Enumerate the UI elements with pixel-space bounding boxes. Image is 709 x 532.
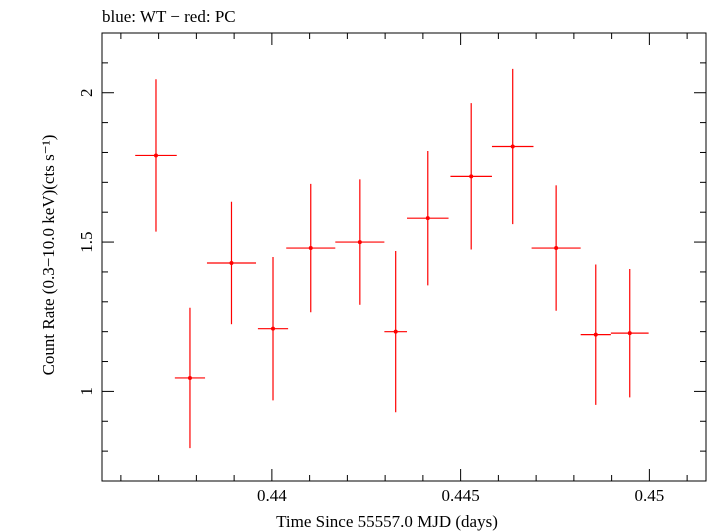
x-tick-label: 0.44 — [257, 486, 287, 505]
point-marker — [357, 240, 362, 245]
y-tick-labels: 11.52 — [77, 88, 96, 395]
data-point — [335, 179, 385, 305]
point-marker — [271, 326, 276, 331]
data-point — [580, 264, 611, 405]
y-tick-label: 2 — [77, 88, 96, 97]
point-marker — [229, 260, 234, 265]
point-marker — [593, 332, 598, 337]
data-point — [174, 307, 206, 449]
point-marker — [153, 153, 158, 158]
point-marker — [469, 174, 474, 179]
y-tick-label: 1.5 — [77, 231, 96, 252]
point-marker — [425, 216, 430, 221]
point-marker — [308, 246, 313, 251]
chart-title: blue: WT − red: PC — [102, 7, 236, 26]
point-marker — [187, 375, 192, 380]
data-series — [135, 68, 649, 449]
x-tick-label: 0.445 — [442, 486, 480, 505]
data-point — [257, 257, 289, 401]
data-point — [286, 183, 336, 313]
data-point — [407, 150, 449, 286]
point-marker — [510, 144, 515, 149]
data-point — [135, 79, 177, 232]
data-point — [531, 185, 581, 311]
data-point — [384, 251, 408, 413]
y-tick-label: 1 — [77, 387, 96, 396]
point-marker — [393, 329, 398, 334]
point-marker — [627, 331, 632, 336]
point-marker — [554, 246, 559, 251]
x-axis-label: Time Since 55557.0 MJD (days) — [276, 512, 498, 531]
data-point — [610, 268, 649, 398]
axis-ticks — [102, 32, 706, 482]
data-point — [206, 201, 257, 325]
y-axis-label: Count Rate (0.3−10.0 keV)(cts s⁻¹) — [39, 135, 58, 376]
x-tick-label: 0.45 — [635, 486, 665, 505]
x-tick-labels: 0.44 0.445 0.45 — [257, 486, 664, 505]
plot-frame — [101, 32, 707, 482]
data-point — [450, 103, 492, 250]
data-point — [491, 68, 534, 225]
